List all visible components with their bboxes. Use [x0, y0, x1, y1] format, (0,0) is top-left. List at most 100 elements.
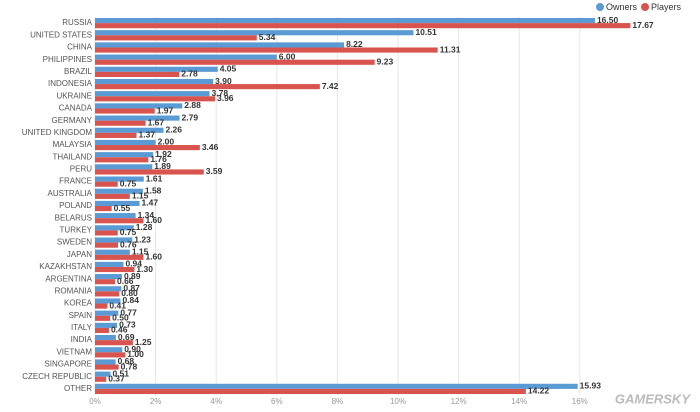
value-label: 5.34	[259, 32, 276, 42]
category-label: KOREA	[64, 299, 93, 308]
value-label: 0.76	[120, 239, 137, 249]
value-label: 1.60	[145, 252, 162, 262]
category-label: SPAIN	[69, 311, 93, 320]
x-tick-label: 4%	[210, 397, 222, 406]
value-label: 1.15	[132, 191, 149, 201]
bar	[95, 310, 119, 316]
value-label: 1.25	[135, 337, 152, 347]
value-label: 4.05	[220, 64, 237, 74]
value-label: 1.76	[150, 154, 167, 164]
value-label: 1.30	[136, 264, 153, 274]
bar	[95, 327, 109, 334]
value-label: 0.90	[124, 344, 141, 354]
bar	[95, 200, 140, 206]
bar	[95, 303, 108, 309]
watermark: GAMERSKY	[615, 391, 691, 406]
bar	[95, 286, 122, 292]
bar	[95, 298, 121, 304]
value-label: 1.34	[138, 210, 155, 220]
bar	[95, 193, 130, 199]
bar	[95, 59, 375, 65]
category-label: ARGENTINA	[45, 274, 92, 283]
value-label: 0.41	[109, 300, 126, 310]
category-label: UNITED KINGDOM	[22, 128, 93, 137]
value-label: 1.67	[148, 117, 165, 127]
value-label: 0.55	[114, 203, 131, 213]
value-label: 3.96	[217, 93, 234, 103]
bar	[95, 371, 111, 377]
legend-label: Players	[651, 2, 682, 12]
x-tick-label: 10%	[390, 397, 406, 406]
value-label: 0.37	[108, 374, 125, 384]
value-label: 2.79	[182, 112, 199, 122]
bar	[95, 169, 204, 175]
bar	[95, 322, 118, 328]
category-label: JAPAN	[67, 250, 92, 259]
bar	[95, 127, 164, 133]
value-label: 0.94	[125, 259, 142, 269]
value-label: 0.50	[112, 313, 129, 323]
bar	[95, 274, 122, 280]
category-label: INDIA	[71, 335, 93, 344]
category-label: PHILIPPINES	[43, 55, 92, 64]
bar	[95, 164, 153, 170]
value-label: 0.69	[118, 332, 135, 342]
x-tick-label: 0%	[89, 397, 101, 406]
value-label: 6.00	[279, 51, 296, 61]
bar	[95, 364, 119, 370]
bar	[95, 388, 526, 395]
bar	[95, 237, 133, 243]
bar	[95, 335, 116, 341]
bar	[95, 383, 578, 389]
value-label: 3.46	[202, 142, 219, 152]
category-label: UKRAINE	[56, 91, 92, 100]
value-label: 0.77	[120, 307, 137, 317]
x-tick-label: 12%	[451, 397, 467, 406]
value-label: 0.73	[119, 320, 136, 330]
value-label: 16.50	[597, 15, 619, 25]
bar	[95, 71, 180, 77]
value-label: 14.22	[528, 386, 550, 396]
bar	[95, 47, 438, 53]
x-tick-label: 16%	[572, 397, 588, 406]
category-label: CHINA	[67, 43, 93, 52]
bar	[95, 132, 137, 138]
bar	[95, 261, 124, 267]
bar	[95, 115, 180, 121]
bar	[95, 66, 218, 72]
value-label: 0.66	[117, 276, 134, 286]
value-label: 0.75	[120, 178, 137, 188]
bar	[95, 23, 631, 29]
bar	[95, 340, 133, 346]
category-label: ITALY	[71, 323, 93, 332]
bar	[95, 139, 156, 146]
category-label: SWEDEN	[57, 238, 92, 247]
category-label: SINGAPORE	[44, 360, 92, 369]
bar	[95, 120, 146, 126]
plot: 0% 2% 4% 6% 8% 10% 12% 14% 16% RUSSIA 16.50 17.67 UN…	[22, 2, 682, 406]
value-label: 0.78	[121, 361, 138, 371]
bar	[95, 42, 345, 48]
bar	[95, 152, 154, 158]
bar	[95, 376, 107, 382]
value-label: 1.00	[127, 349, 144, 359]
value-label: 1.89	[154, 161, 171, 171]
bar	[95, 347, 123, 353]
bar	[95, 103, 183, 109]
value-label: 9.23	[377, 56, 394, 66]
value-label: 17.67	[632, 20, 654, 30]
value-label: 1.15	[132, 246, 149, 256]
value-label: 3.59	[206, 166, 223, 176]
value-label: 0.75	[120, 227, 137, 237]
bar	[95, 352, 126, 358]
bar	[95, 359, 116, 365]
legend-label: Owners	[606, 2, 638, 12]
value-label: 2.00	[158, 137, 175, 147]
bar	[95, 254, 144, 260]
value-label: 2.88	[184, 100, 201, 110]
value-label: 10.51	[415, 27, 437, 37]
value-label: 1.58	[145, 185, 162, 195]
category-label: POLAND	[59, 201, 92, 210]
value-label: 0.84	[122, 295, 139, 305]
x-tick-label: 14%	[511, 397, 527, 406]
